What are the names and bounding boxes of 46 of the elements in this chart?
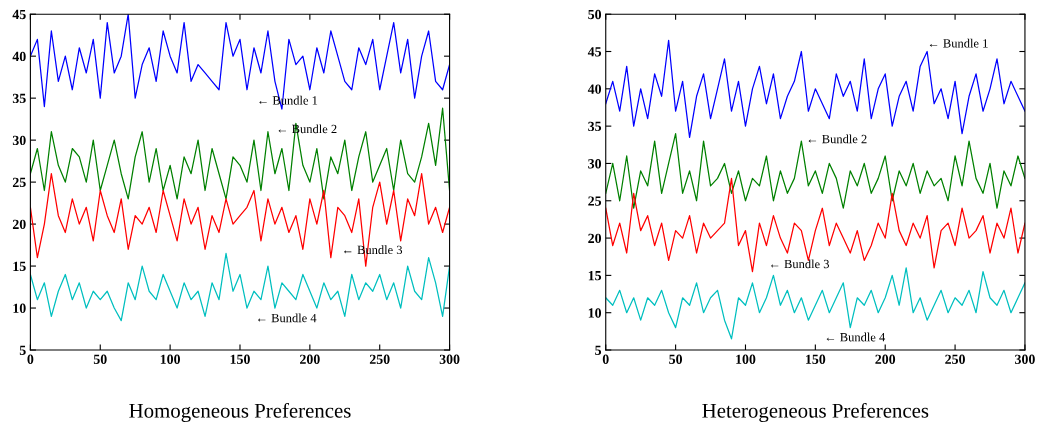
y-tick-label: 30 [588,159,602,169]
y-tick-label: 35 [12,93,26,104]
x-tick-label: 50 [669,354,683,364]
x-tick-label: 50 [93,354,107,364]
y-tick-label: 20 [588,233,602,244]
x-tick-label: 250 [945,354,965,364]
annotation: ← Bundle 1 [929,38,988,48]
line-series [605,132,1025,209]
y-tick-label: 15 [13,261,26,272]
x-tick-label: 300 [439,354,460,364]
x-tick-label: 100 [736,354,756,364]
y-tick-label: 45 [12,9,26,20]
annotation: ← Bundle 2 [808,134,867,144]
line-series [605,267,1025,340]
annotation: ← Bundle 4 [826,332,886,342]
y-tick-label: 40 [587,84,602,94]
x-axis-title: Homogeneous Preferences [129,402,351,423]
y-tick-label: 5 [19,345,26,355]
line-series [605,177,1025,273]
x-axis-title: Heterogeneous Preferences [702,402,929,423]
y-tick-label: 50 [588,9,602,20]
y-tick-label: 45 [587,47,602,57]
x-tick-label: 0 [602,354,609,364]
y-tick-label: 40 [12,51,26,62]
x-tick-label: 200 [300,354,320,364]
line-series [30,173,450,267]
annotation: ← Bundle 3 [770,259,830,269]
x-tick-label: 200 [875,354,896,364]
annotation: ← Bundle 4 [258,313,317,323]
x-tick-label: 100 [160,354,181,364]
y-tick-label: 25 [588,196,602,206]
y-tick-label: 25 [12,177,26,188]
y-tick-label: 20 [12,219,26,230]
x-tick-label: 0 [27,354,34,364]
y-tick-label: 15 [588,271,602,281]
x-tick-label: 300 [1015,354,1035,364]
y-tick-label: 35 [588,121,602,132]
x-tick-label: 150 [230,354,250,364]
line-series [30,107,450,200]
y-tick-label: 5 [595,345,602,355]
y-tick-label: 30 [12,135,26,146]
x-tick-label: 150 [806,354,826,364]
y-tick-label: 10 [13,303,26,313]
y-tick-label: 10 [588,308,602,318]
line-series [30,252,450,322]
x-tick-label: 250 [369,354,390,364]
